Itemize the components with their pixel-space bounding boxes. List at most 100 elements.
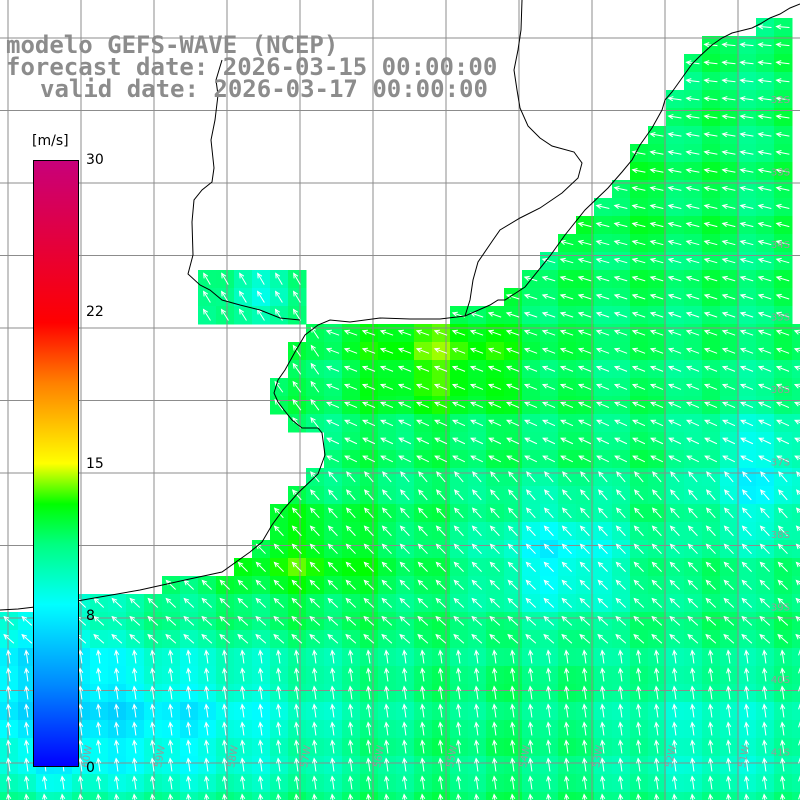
wind-arrow <box>669 507 680 519</box>
wind-arrow <box>345 489 356 501</box>
wind-arrow <box>579 489 590 501</box>
wind-arrow <box>739 347 754 354</box>
wind-arrow <box>168 775 174 790</box>
wind-arrow <box>706 471 716 483</box>
wind-arrow <box>721 78 736 84</box>
wind-arrow <box>469 401 484 409</box>
wind-arrow <box>96 649 102 664</box>
wind-arrow <box>492 667 498 682</box>
wind-arrow <box>348 775 354 790</box>
wind-arrow <box>489 507 500 519</box>
wind-arrow <box>60 793 66 800</box>
wind-arrow <box>705 633 717 644</box>
field-cell <box>792 414 800 433</box>
wind-arrow <box>685 275 700 282</box>
field-cell <box>792 468 800 487</box>
wind-arrow <box>667 185 682 192</box>
wind-arrow <box>508 471 518 483</box>
wind-arrow <box>434 419 448 427</box>
wind-arrow <box>667 96 682 102</box>
wind-arrow <box>703 329 718 336</box>
wind-arrow <box>777 489 788 501</box>
wind-arrow <box>348 721 354 736</box>
wind-arrow <box>759 579 771 590</box>
wind-arrow <box>132 667 138 682</box>
wind-arrow <box>672 721 678 736</box>
wind-arrow <box>723 615 735 626</box>
wind-arrow <box>489 615 501 626</box>
wind-arrow <box>636 685 642 700</box>
wind-arrow <box>780 775 786 790</box>
wind-arrow <box>595 329 610 336</box>
wind-arrow <box>330 775 336 790</box>
wind-arrow <box>708 793 714 800</box>
wind-arrow <box>780 721 786 736</box>
wind-arrow <box>705 543 716 555</box>
wind-arrow <box>416 455 430 463</box>
wind-arrow <box>381 579 393 590</box>
wind-arrow <box>523 365 538 372</box>
wind-arrow <box>327 579 339 590</box>
wind-arrow <box>204 649 210 664</box>
wind-arrow <box>704 437 718 445</box>
wind-arrow <box>618 685 624 700</box>
wind-arrow <box>348 793 354 800</box>
wind-arrow <box>579 543 590 555</box>
wind-arrow <box>649 167 664 174</box>
longitude-label: 51W <box>737 744 752 768</box>
wind-arrow <box>362 419 376 427</box>
field-cell <box>792 738 800 757</box>
wind-arrow <box>258 793 264 800</box>
wind-arrow <box>438 721 444 736</box>
wind-arrow <box>618 667 624 682</box>
wind-arrow <box>703 132 718 138</box>
wind-arrow <box>451 347 466 354</box>
wind-arrow <box>744 793 750 800</box>
wind-arrow <box>273 561 284 572</box>
wind-arrow <box>186 757 192 772</box>
wind-arrow <box>240 793 246 800</box>
wind-arrow <box>291 543 302 555</box>
wind-arrow <box>6 721 12 736</box>
wind-arrow <box>577 329 592 336</box>
wind-arrow <box>452 437 466 445</box>
wind-arrow <box>721 329 736 336</box>
wind-arrow <box>613 401 628 409</box>
wind-arrow <box>631 347 646 354</box>
wind-arrow <box>541 383 556 390</box>
wind-arrow <box>505 401 520 409</box>
wind-arrow <box>343 329 358 336</box>
wind-arrow <box>777 579 789 590</box>
wind-arrow <box>168 649 174 664</box>
colorbar <box>33 160 79 767</box>
wind-arrow <box>703 60 718 66</box>
wind-arrow <box>24 775 30 790</box>
wind-arrow <box>453 543 464 555</box>
wind-arrow <box>614 419 628 427</box>
wind-arrow <box>669 543 680 555</box>
wind-arrow <box>631 311 646 318</box>
wind-arrow <box>111 615 123 626</box>
wind-arrow <box>237 615 249 626</box>
wind-arrow <box>222 793 228 800</box>
wind-arrow <box>222 721 228 736</box>
wind-arrow <box>744 685 750 700</box>
wind-arrow <box>363 525 374 537</box>
wind-arrow <box>255 579 267 590</box>
wind-arrow <box>757 329 772 336</box>
wind-arrow <box>240 721 246 736</box>
wind-arrow <box>775 132 790 138</box>
wind-arrow <box>561 507 572 519</box>
wind-arrow <box>186 667 192 682</box>
wind-arrow <box>780 703 786 718</box>
wind-arrow <box>21 615 33 626</box>
wind-arrow <box>240 685 246 700</box>
wind-arrow <box>344 437 358 445</box>
wind-arrow <box>615 633 627 644</box>
wind-arrow <box>93 615 105 626</box>
wind-arrow <box>650 437 664 445</box>
wind-arrow <box>631 257 646 264</box>
wind-arrow <box>96 793 102 800</box>
wind-arrow <box>703 347 718 354</box>
wind-arrow <box>6 757 12 772</box>
